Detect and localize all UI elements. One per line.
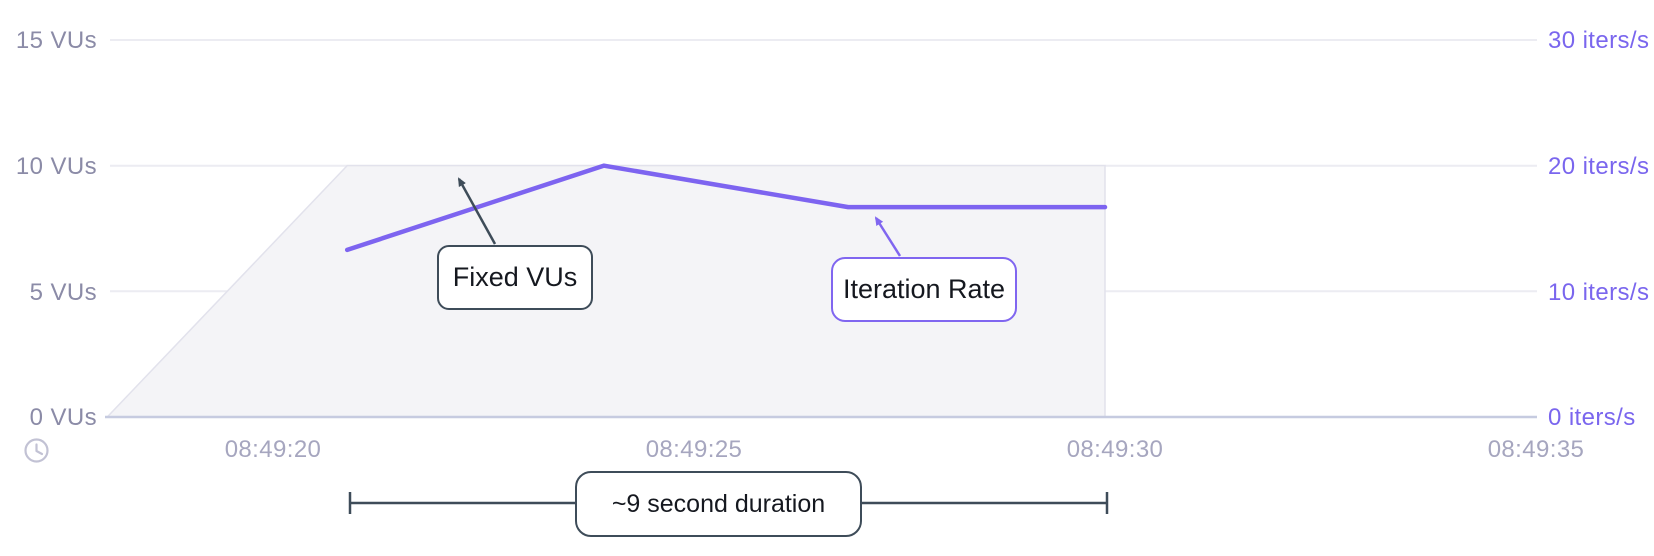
clock-icon [24,438,49,463]
right-axis-tick-0iters: 0 iters/s [1548,404,1636,431]
left-axis-tick-5vus: 5 VUs [29,279,97,306]
fixed-vus-callout-label: Fixed VUs [452,262,578,292]
left-axis-tick-10vus: 10 VUs [15,153,97,180]
iteration-rate-callout: Iteration Rate [831,257,1017,322]
fixed-vus-arrow [457,177,497,245]
duration-callout: ~9 second duration [575,471,862,537]
left-axis-tick-0vus: 0 VUs [29,404,97,431]
x-axis-tick-084920: 08:49:20 [224,436,322,463]
x-axis-tick-084925: 08:49:25 [645,436,743,463]
iteration-rate-callout-label: Iteration Rate [842,274,1006,304]
duration-callout-label: ~9 second duration [611,489,826,518]
x-axis-tick-084930: 08:49:30 [1066,436,1164,463]
iteration-rate-arrow [874,216,902,257]
right-axis-tick-10iters: 10 iters/s [1548,279,1650,306]
right-axis-tick-20iters: 20 iters/s [1548,153,1650,180]
left-axis-tick-15vus: 15 VUs [15,27,97,54]
x-axis-tick-084935: 08:49:35 [1487,436,1585,463]
fixed-vus-callout: Fixed VUs [437,245,593,310]
right-axis-tick-30iters: 30 iters/s [1548,27,1650,54]
